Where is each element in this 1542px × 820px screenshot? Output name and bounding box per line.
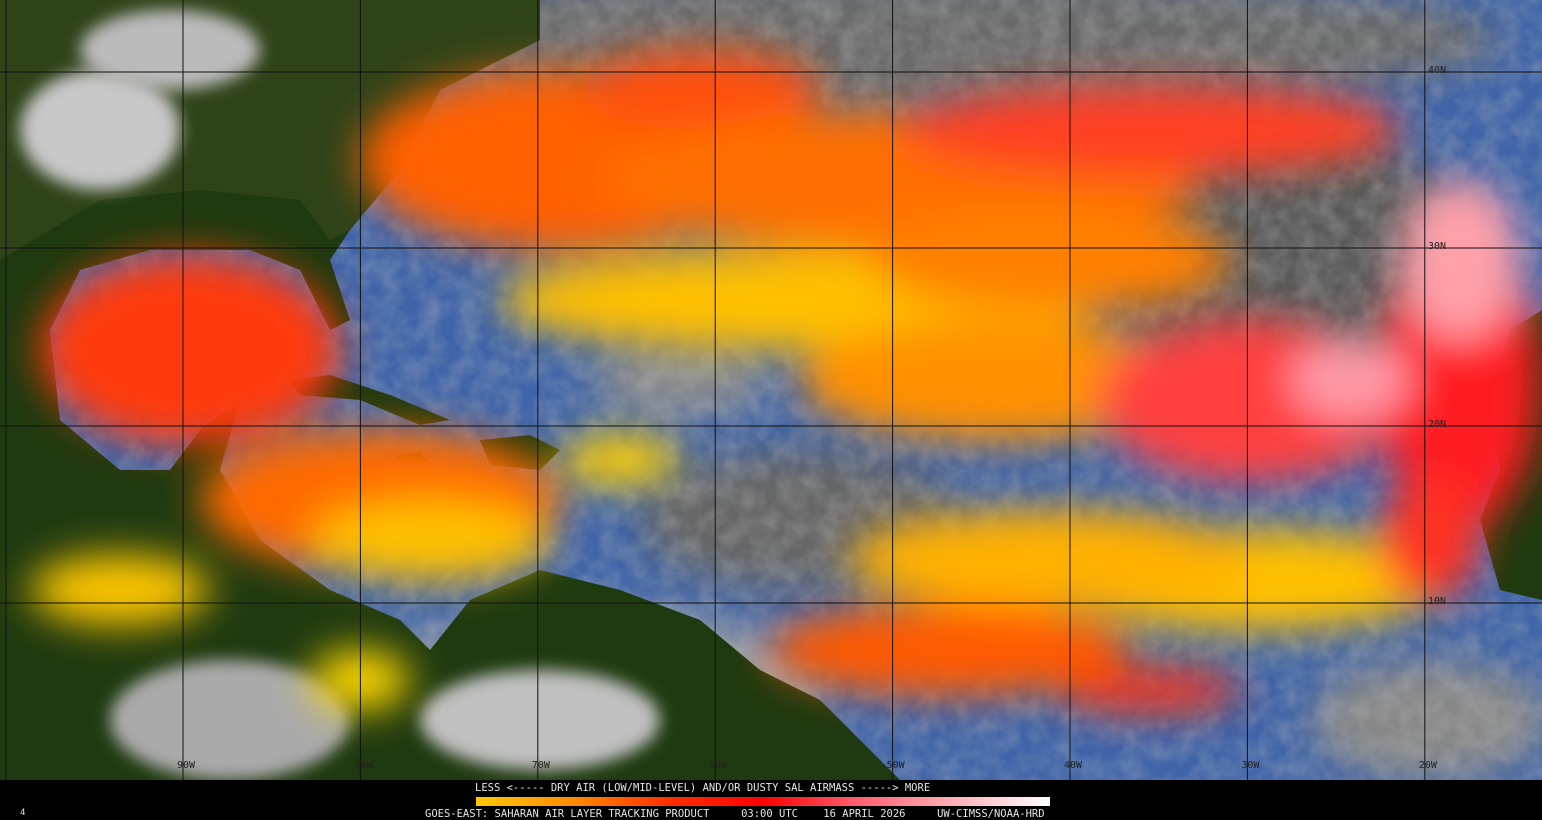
longitude-label: 40W (1064, 760, 1083, 771)
product-date: 16 APRIL 2026 (823, 808, 906, 820)
product-footer: LESS <----- DRY AIR (LOW/MID-LEVEL) AND/… (0, 780, 1542, 820)
colorbar (476, 797, 1050, 806)
latitude-label: 40N (1428, 65, 1447, 76)
product-info-line: GOES-EAST: SAHARAN AIR LAYER TRACKING PR… (425, 808, 1045, 820)
satellite-map (0, 0, 1542, 780)
longitude-label: 20W (1418, 760, 1437, 771)
corner-mark: 4 (20, 808, 26, 818)
longitude-label: 90W (177, 760, 196, 771)
sal-airmass-layer (30, 50, 1540, 710)
latitude-label: 30N (1428, 241, 1447, 252)
longitude-label: 60W (709, 760, 728, 771)
longitude-label: 80W (354, 760, 373, 771)
latitude-label: 10N (1428, 596, 1447, 607)
legend-caption: LESS <----- DRY AIR (LOW/MID-LEVEL) AND/… (475, 782, 931, 794)
longitude-label: 70W (531, 760, 550, 771)
longitude-label: 50W (886, 760, 905, 771)
land-layer (0, 0, 1542, 780)
satellite-name: GOES-EAST: (425, 808, 489, 820)
product-time: 03:00 UTC (741, 808, 798, 820)
longitude-label: 30W (1241, 760, 1260, 771)
product-credit: UW-CIMSS/NOAA-HRD (937, 808, 1045, 820)
latitude-label: 20N (1428, 419, 1447, 430)
product-title: SAHARAN AIR LAYER TRACKING PRODUCT (494, 808, 710, 820)
lat-lon-grid (0, 0, 1542, 780)
